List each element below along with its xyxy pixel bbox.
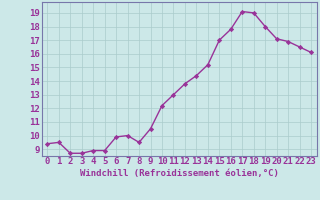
X-axis label: Windchill (Refroidissement éolien,°C): Windchill (Refroidissement éolien,°C) [80, 169, 279, 178]
